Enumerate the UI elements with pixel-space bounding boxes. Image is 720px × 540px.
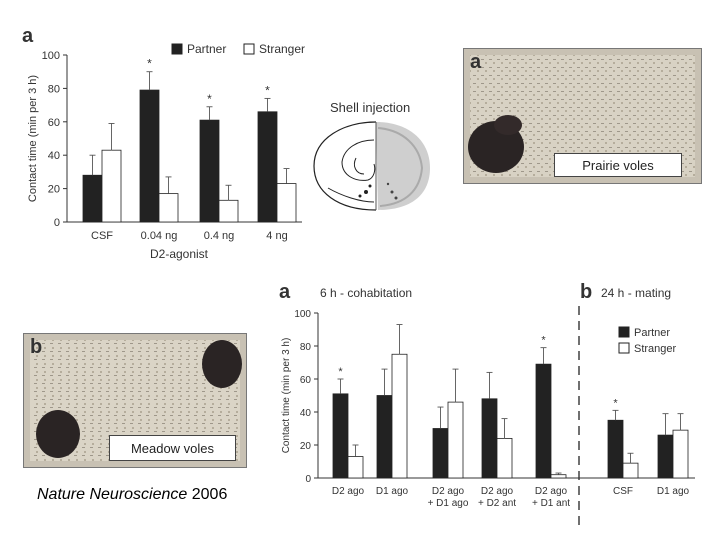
x-tick-label: CSF [613, 486, 633, 497]
brain-section-image [313, 121, 430, 211]
stranger-bar [158, 193, 179, 223]
y-tick-label: 40 [48, 150, 60, 162]
x-axis-label: D2-agonist [150, 247, 209, 261]
legend-label: Partner [187, 42, 226, 56]
y-tick-label: 20 [48, 184, 60, 196]
cohabitation-mating-chart: a 6 h - cohabitation b 24 h - mating 0 20 40 60… [279, 281, 695, 528]
significance-marker: * [147, 57, 152, 71]
partner-bar [432, 428, 449, 479]
stranger-bar [622, 462, 639, 479]
legend-label: Partner [634, 327, 670, 339]
partner-bar [376, 395, 393, 479]
x-tick-label: D2 ago + D1 ago [428, 486, 469, 509]
y-axis-label: Contact time (min per 3 h) [27, 75, 39, 202]
meadow-voles-photo: b Meadow voles [23, 333, 247, 468]
y-tick-label: 40 [300, 408, 312, 419]
citation: Nature Neuroscience 2006 [37, 486, 227, 504]
legend-swatch [618, 342, 630, 354]
y-tick-label: 80 [300, 342, 312, 353]
stranger-bar [101, 149, 122, 223]
panel-label: a [22, 25, 34, 47]
significance-marker: * [207, 92, 212, 106]
citation-year: 2006 [191, 486, 228, 503]
partner-bar [82, 174, 103, 223]
partner-bar [139, 89, 160, 223]
legend-label: Stranger [259, 42, 305, 56]
x-tick-label: D2 ago + D2 ant [478, 486, 516, 509]
d2-agonist-dose-chart: a 0 20 40 60 80 100 Contact time (min per 3 h) C… [22, 25, 305, 261]
legend-swatch [618, 326, 630, 338]
y-tick-label: 20 [300, 441, 312, 452]
x-tick-label: D1 ago [376, 486, 409, 497]
partner-bar [481, 398, 498, 479]
x-tick-label: 4 ng [266, 230, 287, 242]
stranger-bar [447, 401, 464, 479]
y-tick-label: 100 [42, 50, 60, 62]
x-tick-label: D2 ago + D1 ant [532, 486, 570, 509]
panel-label: b [580, 281, 592, 303]
y-tick-label: 0 [54, 217, 60, 229]
x-tick-label: D1 ago [657, 486, 690, 497]
vole-icon [36, 410, 80, 458]
partner-bar [535, 363, 552, 479]
prairie-voles-photo: a Prairie voles [463, 48, 702, 184]
stranger-bar [218, 199, 239, 223]
meadow-panel-letter: b [30, 336, 43, 358]
partner-bar [199, 119, 220, 223]
partner-bar [657, 434, 674, 479]
citation-journal: Nature Neuroscience [37, 486, 188, 503]
stranger-bar [496, 437, 513, 479]
significance-marker: * [265, 83, 270, 97]
significance-marker: * [338, 366, 343, 378]
vole-icon [202, 340, 242, 388]
x-tick-label: CSF [91, 230, 113, 242]
stranger-bar [391, 353, 408, 479]
y-tick-label: 60 [300, 375, 312, 386]
x-tick-label: 0.04 ng [141, 230, 178, 242]
y-tick-label: 80 [48, 83, 60, 95]
shell-injection-label: Shell injection [330, 100, 411, 115]
x-tick-label: D2 ago [332, 486, 365, 497]
significance-marker: * [613, 397, 618, 409]
x-tick-label: 0.4 ng [204, 230, 235, 242]
y-tick-label: 60 [48, 117, 60, 129]
partner-bar [332, 393, 349, 479]
partner-bar [607, 419, 624, 479]
stranger-bar [672, 429, 689, 479]
y-tick-label: 0 [305, 474, 311, 485]
significance-marker: * [541, 335, 546, 347]
meadow-voles-caption: Meadow voles [109, 435, 236, 461]
panel-title: 6 h - cohabitation [320, 286, 412, 300]
partner-bar [257, 111, 278, 223]
stranger-bar [276, 183, 297, 223]
legend-label: Stranger [634, 343, 677, 355]
prairie-voles-caption: Prairie voles [554, 153, 682, 177]
stranger-bar [550, 474, 567, 479]
panel-label: a [279, 281, 291, 303]
stranger-bar [347, 456, 364, 479]
panel-title: 24 h - mating [601, 286, 671, 300]
y-axis-label: Contact time (min per 3 h) [281, 338, 292, 454]
y-tick-label: 100 [294, 309, 311, 320]
legend-swatch [171, 43, 183, 55]
prairie-panel-letter: a [470, 51, 482, 73]
legend-swatch [243, 43, 255, 55]
